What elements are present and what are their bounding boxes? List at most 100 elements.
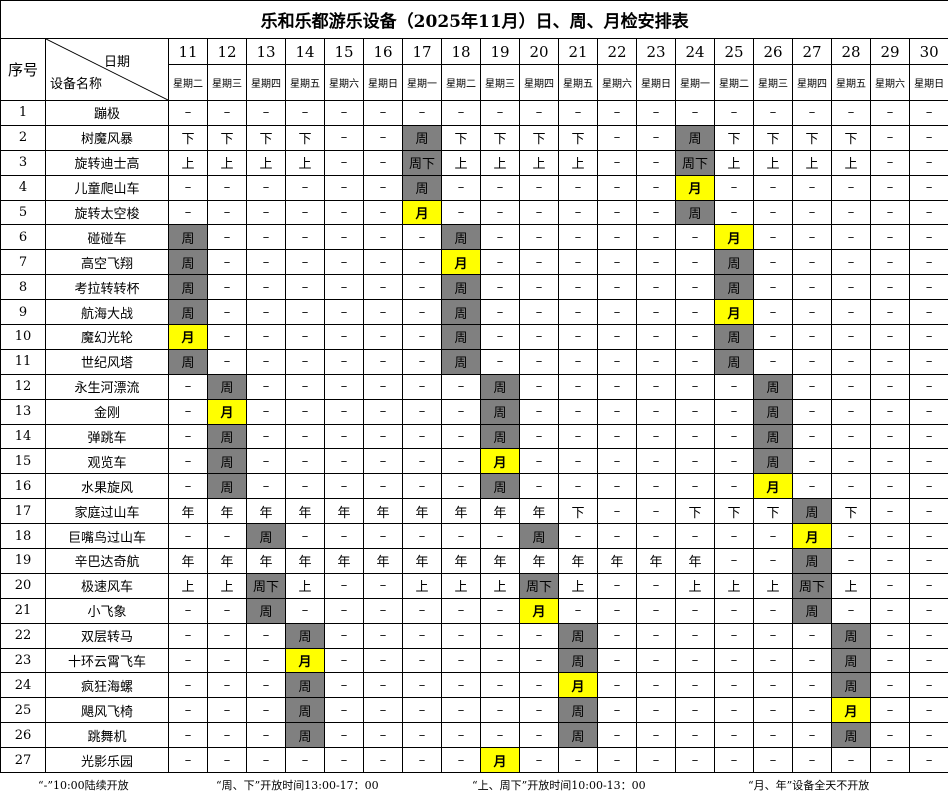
schedule-cell[interactable]: – xyxy=(364,300,403,325)
schedule-cell[interactable]: 下 xyxy=(520,125,559,150)
schedule-cell[interactable]: – xyxy=(559,275,598,300)
schedule-cell[interactable]: – xyxy=(325,175,364,200)
schedule-cell[interactable]: – xyxy=(442,623,481,648)
schedule-cell[interactable]: – xyxy=(832,275,871,300)
schedule-cell[interactable]: – xyxy=(754,349,793,374)
schedule-cell[interactable]: – xyxy=(208,723,247,748)
schedule-cell[interactable]: 周下 xyxy=(676,150,715,175)
schedule-cell[interactable]: – xyxy=(403,349,442,374)
schedule-cell[interactable]: – xyxy=(871,424,910,449)
schedule-cell[interactable]: 下 xyxy=(481,125,520,150)
schedule-cell[interactable]: 上 xyxy=(169,150,208,175)
schedule-cell[interactable]: – xyxy=(715,474,754,499)
schedule-cell[interactable]: 月 xyxy=(169,325,208,350)
schedule-cell[interactable]: – xyxy=(364,250,403,275)
schedule-cell[interactable]: – xyxy=(247,250,286,275)
schedule-cell[interactable]: 年 xyxy=(208,549,247,574)
schedule-cell[interactable]: – xyxy=(598,474,637,499)
schedule-cell[interactable]: – xyxy=(208,175,247,200)
schedule-cell[interactable]: 周 xyxy=(715,349,754,374)
schedule-cell[interactable]: 上 xyxy=(676,573,715,598)
schedule-cell[interactable]: – xyxy=(832,399,871,424)
schedule-cell[interactable]: – xyxy=(520,474,559,499)
schedule-cell[interactable]: – xyxy=(364,748,403,773)
schedule-cell[interactable]: – xyxy=(364,225,403,250)
schedule-cell[interactable]: – xyxy=(676,225,715,250)
schedule-cell[interactable]: – xyxy=(403,374,442,399)
schedule-cell[interactable]: 年 xyxy=(364,549,403,574)
schedule-cell[interactable]: – xyxy=(481,673,520,698)
schedule-cell[interactable]: – xyxy=(871,300,910,325)
schedule-cell[interactable]: – xyxy=(325,648,364,673)
schedule-cell[interactable]: – xyxy=(598,573,637,598)
schedule-cell[interactable]: – xyxy=(676,723,715,748)
schedule-cell[interactable]: – xyxy=(715,175,754,200)
schedule-cell[interactable]: – xyxy=(208,698,247,723)
schedule-cell[interactable]: 周 xyxy=(169,225,208,250)
schedule-cell[interactable]: – xyxy=(871,598,910,623)
schedule-cell[interactable]: – xyxy=(286,374,325,399)
schedule-cell[interactable]: 周 xyxy=(754,424,793,449)
schedule-cell[interactable]: – xyxy=(481,648,520,673)
schedule-cell[interactable]: 月 xyxy=(481,449,520,474)
schedule-cell[interactable]: – xyxy=(247,101,286,126)
schedule-cell[interactable]: – xyxy=(481,723,520,748)
schedule-cell[interactable]: – xyxy=(247,474,286,499)
schedule-cell[interactable]: – xyxy=(559,399,598,424)
schedule-cell[interactable]: – xyxy=(637,449,676,474)
schedule-cell[interactable]: 下 xyxy=(832,125,871,150)
schedule-cell[interactable]: – xyxy=(286,449,325,474)
schedule-cell[interactable]: 上 xyxy=(403,573,442,598)
schedule-cell[interactable]: – xyxy=(481,200,520,225)
schedule-cell[interactable]: – xyxy=(403,275,442,300)
schedule-cell[interactable]: – xyxy=(520,200,559,225)
schedule-cell[interactable]: – xyxy=(598,673,637,698)
schedule-cell[interactable]: – xyxy=(793,474,832,499)
schedule-cell[interactable]: 周 xyxy=(442,225,481,250)
schedule-cell[interactable]: – xyxy=(169,175,208,200)
schedule-cell[interactable]: – xyxy=(247,748,286,773)
schedule-cell[interactable]: – xyxy=(676,399,715,424)
schedule-cell[interactable]: – xyxy=(871,698,910,723)
schedule-cell[interactable]: – xyxy=(403,748,442,773)
schedule-cell[interactable]: – xyxy=(754,723,793,748)
schedule-cell[interactable]: 上 xyxy=(559,150,598,175)
schedule-cell[interactable]: – xyxy=(910,524,948,549)
schedule-cell[interactable]: 下 xyxy=(286,125,325,150)
schedule-cell[interactable]: – xyxy=(247,698,286,723)
schedule-cell[interactable]: – xyxy=(442,449,481,474)
schedule-cell[interactable]: – xyxy=(325,300,364,325)
schedule-cell[interactable]: 周 xyxy=(442,349,481,374)
schedule-cell[interactable]: – xyxy=(559,598,598,623)
schedule-cell[interactable]: 上 xyxy=(286,573,325,598)
schedule-cell[interactable]: 年 xyxy=(442,499,481,524)
schedule-cell[interactable]: 上 xyxy=(754,573,793,598)
schedule-cell[interactable]: – xyxy=(325,598,364,623)
schedule-cell[interactable]: – xyxy=(832,748,871,773)
schedule-cell[interactable]: – xyxy=(364,200,403,225)
schedule-cell[interactable]: – xyxy=(325,449,364,474)
schedule-cell[interactable]: – xyxy=(910,598,948,623)
schedule-cell[interactable]: – xyxy=(520,723,559,748)
schedule-cell[interactable]: – xyxy=(442,673,481,698)
schedule-cell[interactable]: – xyxy=(364,648,403,673)
schedule-cell[interactable]: 周下 xyxy=(403,150,442,175)
schedule-cell[interactable]: – xyxy=(676,474,715,499)
schedule-cell[interactable]: – xyxy=(481,698,520,723)
schedule-cell[interactable]: 周 xyxy=(286,673,325,698)
schedule-cell[interactable]: – xyxy=(442,101,481,126)
schedule-cell[interactable]: – xyxy=(676,698,715,723)
schedule-cell[interactable]: – xyxy=(598,200,637,225)
schedule-cell[interactable]: – xyxy=(910,399,948,424)
schedule-cell[interactable]: – xyxy=(754,275,793,300)
schedule-cell[interactable]: – xyxy=(325,698,364,723)
schedule-cell[interactable]: – xyxy=(325,673,364,698)
schedule-cell[interactable]: – xyxy=(598,225,637,250)
schedule-cell[interactable]: – xyxy=(520,748,559,773)
schedule-cell[interactable]: 下 xyxy=(715,125,754,150)
schedule-cell[interactable]: – xyxy=(520,225,559,250)
schedule-cell[interactable]: 周 xyxy=(286,623,325,648)
schedule-cell[interactable]: – xyxy=(793,648,832,673)
schedule-cell[interactable]: 周 xyxy=(676,200,715,225)
schedule-cell[interactable]: 周 xyxy=(208,474,247,499)
